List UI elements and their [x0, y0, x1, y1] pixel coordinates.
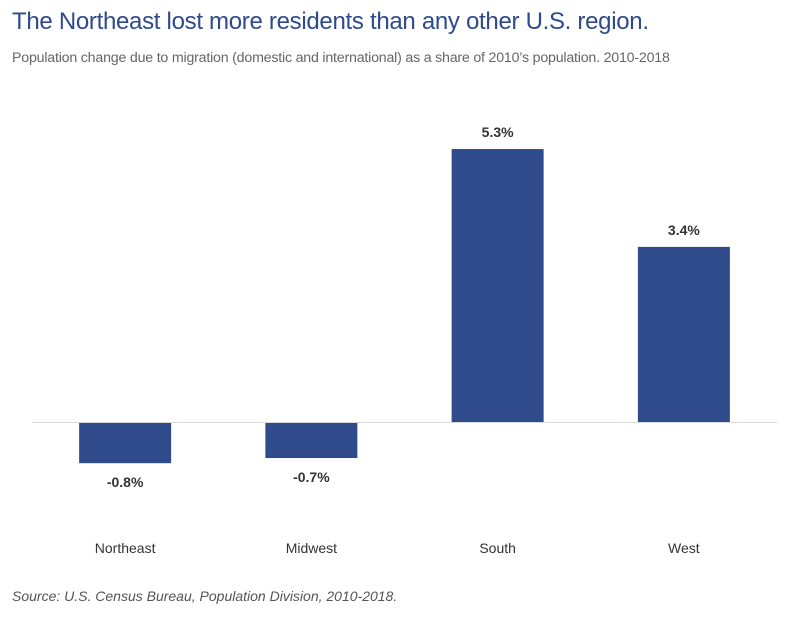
bar-west — [637, 246, 730, 422]
category-label: Midwest — [286, 540, 337, 556]
category-label: Northeast — [95, 540, 156, 556]
data-label: -0.7% — [293, 469, 330, 485]
source-note: Source: U.S. Census Bureau, Population D… — [12, 588, 398, 604]
data-label: -0.8% — [107, 474, 144, 490]
bar-northeast — [79, 422, 172, 464]
data-label: 5.3% — [482, 124, 514, 140]
category-label: West — [668, 540, 700, 556]
bar-midwest — [265, 422, 358, 459]
data-label: 3.4% — [668, 222, 700, 238]
chart-title: The Northeast lost more residents than a… — [12, 8, 649, 35]
bar-south — [451, 149, 544, 423]
category-label: South — [479, 540, 516, 556]
chart-subtitle: Population change due to migration (dome… — [12, 50, 670, 66]
